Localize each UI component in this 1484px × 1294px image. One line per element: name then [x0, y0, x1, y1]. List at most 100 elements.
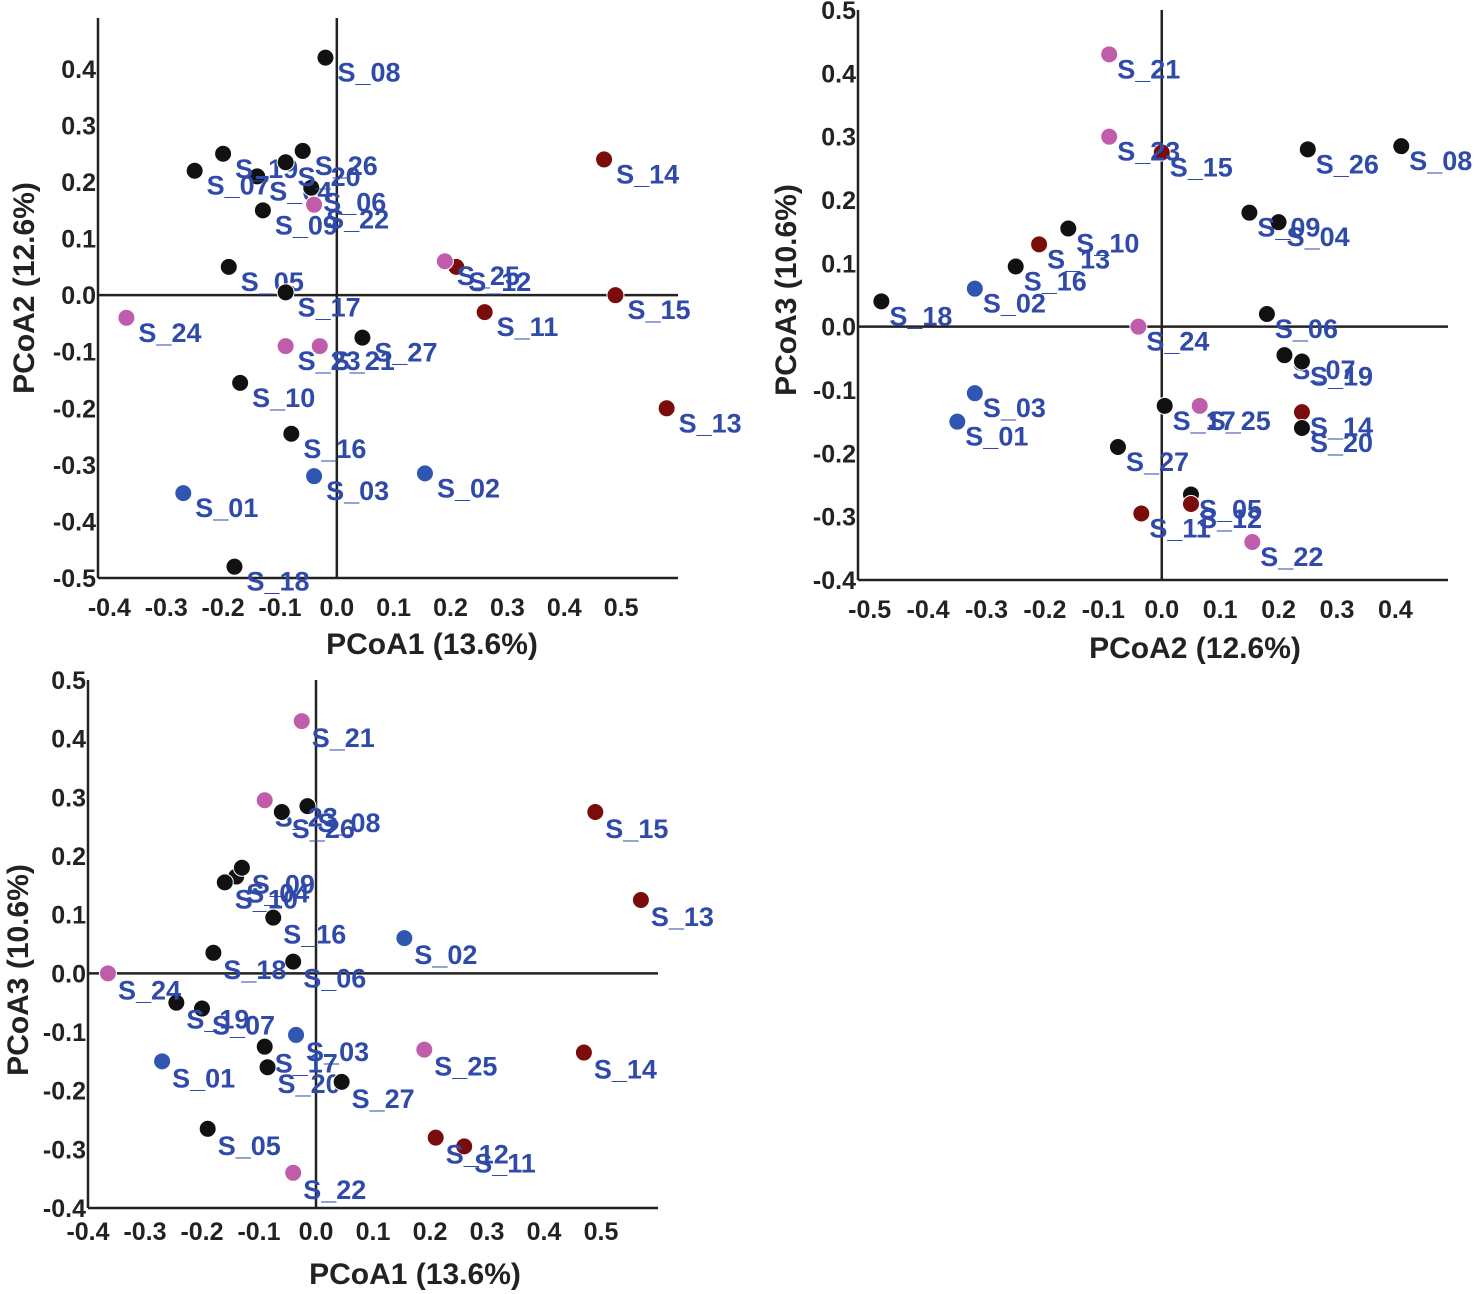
data-point-s-18 [225, 557, 244, 576]
point-label: S_15 [1170, 153, 1233, 183]
data-point-s-27 [353, 328, 372, 347]
y-tick-label: -0.4 [43, 1195, 86, 1223]
y-axis-title: PCoA2 (12.6%) [8, 182, 41, 394]
y-axis-title: PCoA3 (10.6%) [770, 184, 803, 396]
point-label: S_20 [298, 162, 361, 192]
data-point-s-15 [1152, 143, 1171, 162]
data-point-s-08 [298, 797, 317, 816]
x-tick-label: -0.5 [848, 596, 891, 624]
point-label: S_01 [172, 1063, 235, 1093]
y-tick-label: 0.4 [61, 56, 96, 84]
data-point-s-06 [1257, 305, 1276, 323]
data-point-s-11 [1132, 504, 1151, 523]
data-point-s-20 [1292, 419, 1311, 437]
y-tick-label: 0.1 [61, 226, 96, 254]
x-tick-label: 0.0 [319, 594, 354, 622]
data-point-s-11 [455, 1137, 474, 1156]
data-point-s-09 [1240, 203, 1259, 222]
x-tick-label: 0.1 [1203, 596, 1238, 624]
y-tick-label: 0.1 [51, 902, 86, 930]
data-point-s-10 [1059, 219, 1078, 238]
data-point-s-26 [272, 803, 291, 821]
data-point-s-07 [193, 999, 211, 1018]
y-tick-label: -0.1 [813, 377, 856, 405]
data-point-s-19 [167, 993, 186, 1012]
y-tick-label: 0.4 [821, 60, 856, 88]
point-label: S_13 [679, 408, 742, 438]
point-label: S_01 [195, 493, 258, 523]
point-label: S_08 [1409, 146, 1472, 176]
y-tick-label: 0.1 [821, 250, 856, 278]
point-label: S_02 [437, 473, 500, 503]
point-label: S_18 [246, 567, 309, 597]
x-tick-label: 0.3 [470, 1218, 505, 1246]
data-point-s-27 [1108, 438, 1127, 456]
point-label: S_26 [1316, 149, 1379, 179]
y-tick-label: 0.3 [51, 784, 86, 812]
point-label: S_02 [414, 940, 477, 970]
point-label: S_14 [594, 1055, 657, 1085]
point-label: S_08 [337, 58, 400, 88]
x-tick-label: 0.2 [1261, 596, 1296, 624]
point-label: S_10 [1076, 229, 1139, 259]
chart-panel-pcoa1-vs-pcoa2: -0.4 -0.3 -0.2 -0.1 0.0 0.1 0.2 0.3 0.4 0.5-0.5-0… [8, 18, 742, 661]
data-point-s-23 [276, 337, 295, 356]
point-label: S_26 [315, 151, 378, 181]
data-point-s-16 [282, 424, 301, 443]
data-point-s-09 [232, 858, 251, 877]
point-label: S_03 [326, 476, 389, 506]
data-point-s-19 [1292, 352, 1311, 371]
y-tick-label: 0.0 [51, 960, 86, 988]
point-label: S_16 [303, 434, 366, 464]
data-point-s-14 [1292, 403, 1311, 422]
data-point-s-12 [1181, 495, 1200, 513]
x-tick-label: 0.0 [299, 1218, 334, 1246]
point-label: S_06 [1275, 314, 1338, 344]
data-point-s-23 [255, 791, 274, 810]
point-label: S_05 [218, 1131, 281, 1161]
data-point-s-22 [305, 195, 324, 214]
point-label: S_20 [1310, 428, 1373, 458]
data-point-s-05 [198, 1119, 217, 1138]
data-point-s-13 [657, 399, 676, 418]
point-label: S_22 [326, 205, 389, 235]
data-point-s-10 [215, 873, 234, 892]
point-label: S_27 [1126, 447, 1189, 477]
data-point-s-05 [219, 257, 238, 276]
point-label: S_04 [246, 879, 309, 909]
x-tick-label: 0.4 [547, 594, 582, 622]
point-label: S_24 [118, 975, 181, 1005]
point-label: S_02 [983, 289, 1046, 319]
y-tick-label: 0.0 [61, 282, 96, 310]
x-tick-label: 0.2 [413, 1218, 448, 1246]
point-label: S_22 [1260, 542, 1323, 572]
data-point-s-02 [965, 279, 984, 298]
data-point-s-12 [426, 1128, 445, 1147]
data-point-s-18 [204, 943, 223, 962]
x-tick-label: -0.1 [258, 594, 301, 622]
y-tick-label: -0.3 [53, 452, 96, 480]
chart-panel-pcoa1-vs-pcoa3: -0.4 -0.3 -0.2 -0.1 0.0 0.1 0.2 0.3 0.4 0.5 -0.4 -0… [2, 667, 714, 1291]
point-label: S_24 [138, 318, 201, 348]
x-axis-title: PCoA1 (13.6%) [309, 1258, 521, 1291]
data-point-s-01 [174, 484, 193, 503]
data-point-s-07 [185, 161, 204, 180]
point-label: S_17 [275, 1049, 338, 1079]
point-label: S_17 [298, 292, 361, 322]
point-label: S_06 [303, 964, 366, 994]
point-label: S_15 [627, 295, 690, 325]
data-point-s-04 [248, 167, 267, 186]
y-tick-label: -0.1 [43, 1019, 86, 1047]
data-point-s-16 [264, 908, 283, 927]
data-point-s-26 [1298, 140, 1317, 159]
data-point-s-18 [872, 292, 891, 311]
y-tick-label: -0.4 [53, 508, 96, 536]
data-point-s-27 [332, 1072, 351, 1091]
x-tick-label: -0.4 [907, 596, 950, 624]
data-point-s-17 [276, 283, 295, 302]
data-point-s-23 [1100, 127, 1119, 146]
point-label: S_25 [434, 1052, 497, 1082]
chart-panel-pcoa2-vs-pcoa3: -0.5 -0.4 -0.3 -0.2 -0.1 0.0 0.1 0.2 0.3 0.4-0.4-… [770, 0, 1472, 665]
point-label: S_11 [1149, 514, 1211, 544]
